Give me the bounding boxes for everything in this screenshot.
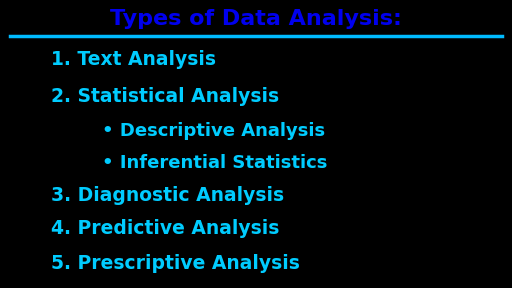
Text: 4. Predictive Analysis: 4. Predictive Analysis <box>51 219 280 238</box>
Text: 5. Prescriptive Analysis: 5. Prescriptive Analysis <box>51 254 300 273</box>
Text: Types of Data Analysis:: Types of Data Analysis: <box>110 9 402 29</box>
Text: • Descriptive Analysis: • Descriptive Analysis <box>102 122 326 140</box>
Text: 3. Diagnostic Analysis: 3. Diagnostic Analysis <box>51 186 284 205</box>
Text: 1. Text Analysis: 1. Text Analysis <box>51 50 216 69</box>
Text: 2. Statistical Analysis: 2. Statistical Analysis <box>51 87 280 106</box>
Text: • Inferential Statistics: • Inferential Statistics <box>102 154 328 172</box>
